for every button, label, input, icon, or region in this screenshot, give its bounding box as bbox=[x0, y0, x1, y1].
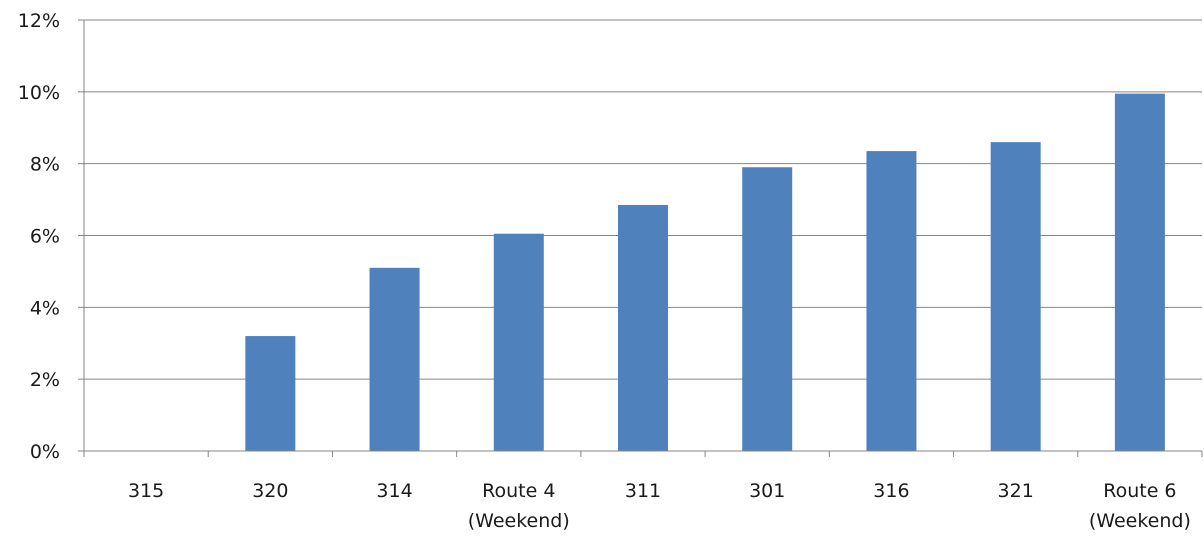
x-tick-label: 314 bbox=[376, 480, 412, 502]
x-tick-label: 301 bbox=[749, 480, 785, 502]
bars bbox=[245, 93, 1165, 452]
x-tick-label: 311 bbox=[625, 480, 661, 502]
y-tick-label: 4% bbox=[30, 297, 60, 319]
bar bbox=[866, 151, 917, 452]
bar bbox=[618, 204, 668, 451]
x-tick-labels: 315 320 314 Route 4 (Weekend) 311 301 316 321 Rou… bbox=[128, 480, 1191, 532]
y-tick-label: 10% bbox=[18, 82, 60, 104]
axes bbox=[78, 19, 1203, 457]
bar bbox=[990, 142, 1041, 451]
y-tick-label: 12% bbox=[18, 10, 60, 32]
bar bbox=[1114, 93, 1165, 452]
bar bbox=[245, 336, 296, 451]
x-tick-label: 315 bbox=[128, 480, 164, 502]
y-tick-label: 2% bbox=[30, 369, 60, 391]
bar bbox=[369, 267, 420, 451]
bar bbox=[493, 233, 544, 451]
x-tick-label: 321 bbox=[998, 480, 1034, 502]
y-tick-labels: 0% 2% 4% 6% 8% 10% 12% bbox=[18, 10, 60, 463]
x-tick-label: Route 6 (Weekend) bbox=[1089, 480, 1191, 532]
x-tick-label: 316 bbox=[873, 480, 909, 502]
y-tick-label: 8% bbox=[30, 154, 60, 176]
y-tick-label: 6% bbox=[30, 226, 60, 248]
y-tick-label: 0% bbox=[30, 441, 60, 463]
x-tick-label: 320 bbox=[252, 480, 288, 502]
bar bbox=[742, 167, 793, 451]
x-tick-label: Route 4 (Weekend) bbox=[468, 480, 570, 532]
